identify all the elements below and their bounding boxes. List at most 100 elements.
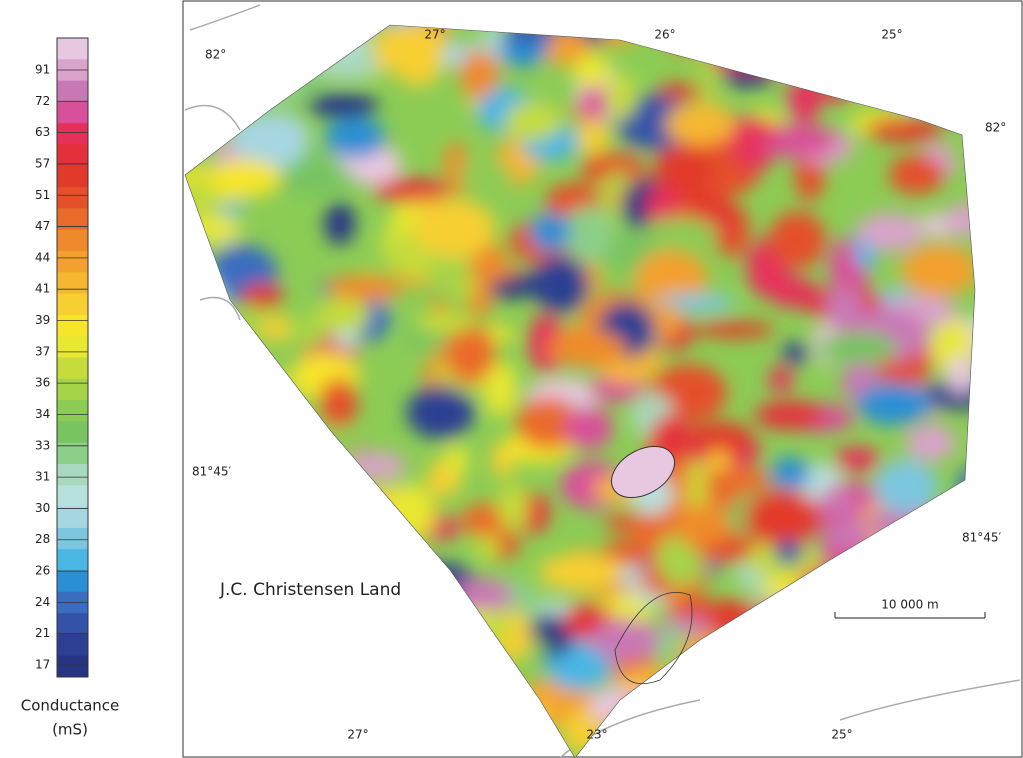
field-blob [744,489,820,547]
field-blob [284,173,363,190]
field-blob [539,554,621,591]
field-blob [768,367,793,392]
field-blob [770,457,811,489]
legend-swatch [57,294,88,316]
field-blob [498,484,528,530]
field-blob [324,202,355,245]
legend-swatch [57,571,88,593]
field-blob [459,50,499,98]
field-blob [317,298,371,332]
legend-label: 31 [35,470,50,484]
field-blob [856,383,931,425]
legend-swatch [57,656,88,678]
legend-swatch [57,379,88,401]
field-blob [532,256,589,313]
legend-swatch [57,272,88,294]
field-blob [590,619,660,660]
legend-label: 33 [35,438,50,452]
place-label: J.C. Christensen Land [219,580,401,600]
legend-title: Conductance [21,697,120,715]
field-blob [834,447,880,471]
legend-label: 72 [35,94,50,108]
field-blob [900,244,978,296]
field-blob [642,218,718,247]
legend-swatch [57,485,88,507]
legend-label: 36 [35,376,50,390]
lat-label: 81°45′ [192,465,232,479]
legend-label: 26 [35,564,50,578]
legend-swatch [57,123,88,145]
legend-label: 51 [35,188,50,202]
field-blob [444,325,495,384]
legend-label: 63 [35,125,50,139]
legend-label: 91 [35,63,50,77]
field-blob [769,276,816,308]
lon-label: 25° [881,28,902,42]
field-blob [817,494,859,514]
legend-swatch [57,81,88,103]
legend-label: 37 [35,344,50,358]
field-blob [782,342,809,364]
field-blob [241,284,284,308]
lat-label: 82° [985,121,1006,135]
field-blob [769,211,826,268]
field-blob [774,540,802,565]
field-blob [324,118,386,158]
field-blob [816,332,898,364]
legend-swatch [57,634,88,656]
lon-label: 26° [654,28,675,42]
field-blob [577,118,609,156]
field-blob [581,86,607,122]
legend-swatch [57,145,88,167]
field-blob [529,212,571,251]
field-blob [755,401,825,430]
legend-swatch [57,421,88,443]
field-blob [704,467,771,494]
page: 10 000 m 82° 82° 81°45′ 81°45′ 27° 26° 2… [0,0,1023,758]
legend-swatch [57,507,88,529]
field-blob [320,379,358,428]
field-blob [306,93,379,117]
scale-label: 10 000 m [881,598,939,612]
legend-swatch [57,315,88,337]
field-blob [466,263,520,279]
legend-label: 28 [35,532,50,546]
legend-label: 44 [35,250,50,264]
legend-label: 34 [35,407,50,421]
field-blob [606,72,637,120]
field-blob [504,102,562,141]
field-blob [564,407,613,450]
legend-swatch [57,251,88,273]
field-blob [374,179,450,203]
field-blob [889,154,945,194]
legend-label: 24 [35,595,50,609]
field-blob [261,314,289,342]
legend-swatch [57,102,88,124]
field-blob [665,104,736,145]
legend-swatch [57,358,88,380]
lat-label: 82° [205,48,226,62]
field-blob [825,287,864,328]
legend-swatch [57,38,88,60]
lon-label: 23° [586,728,607,742]
field-blob [444,445,468,474]
field-blob [857,213,922,251]
field-blob [208,159,281,197]
legend-swatch [57,613,88,635]
field-blob [414,199,495,258]
legend-swatch [57,528,88,550]
legend-swatch [57,187,88,209]
legend-label: 30 [35,501,50,515]
legend-label: 39 [35,313,50,327]
legend-swatch [57,336,88,358]
field-blob [415,311,473,333]
field-blob [547,330,626,367]
legend-swatch [57,549,88,571]
legend-label: 21 [35,626,50,640]
lon-label: 27° [424,28,445,42]
legend-label: 41 [35,282,50,296]
figure: 10 000 m 82° 82° 81°45′ 81°45′ 27° 26° 2… [0,0,1023,758]
field-blob [672,504,730,547]
lon-label: 27° [347,728,368,742]
